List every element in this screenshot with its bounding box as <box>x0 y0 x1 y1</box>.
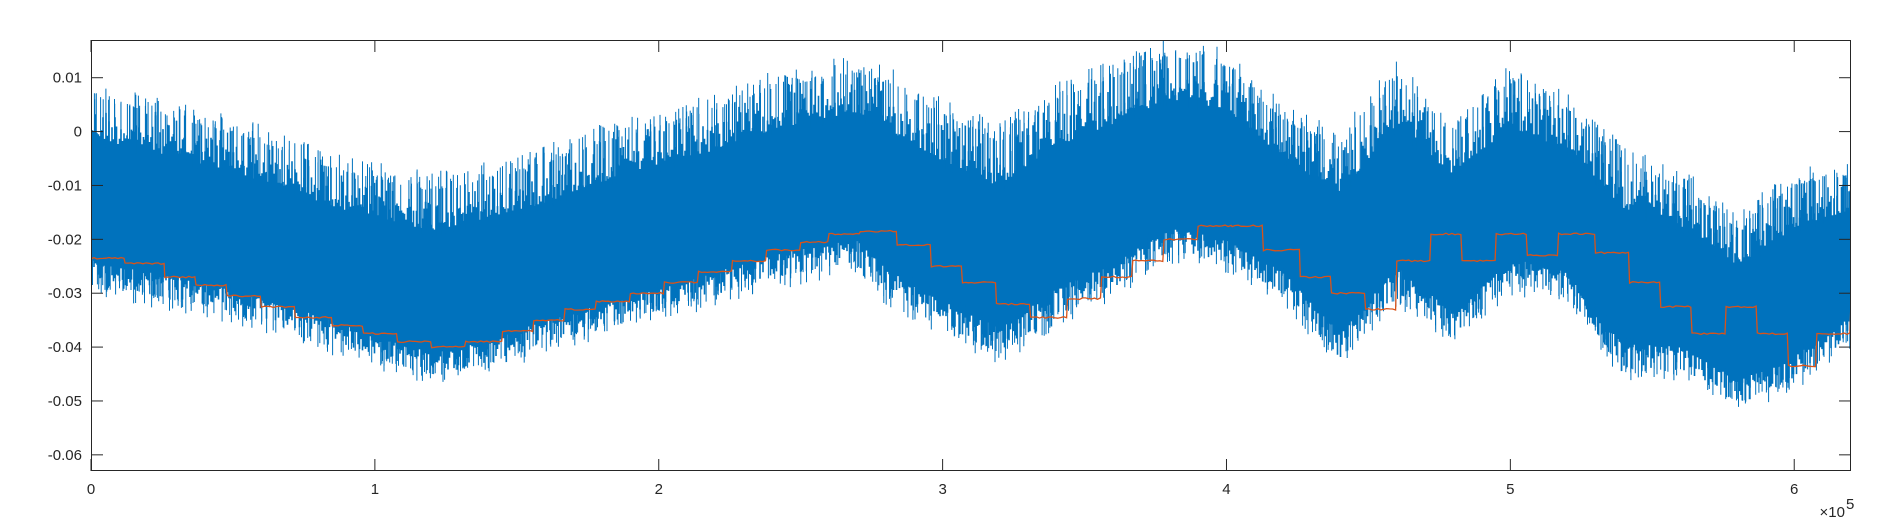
y-tick-label: -0.05 <box>48 393 82 410</box>
ticks-layer <box>90 40 1851 471</box>
x-tick-label: 0 <box>87 481 95 498</box>
series-1-lower-spikes <box>92 221 1851 407</box>
y-tick-label: -0.03 <box>48 285 82 302</box>
x-exponent-base: ×10 <box>1820 504 1845 521</box>
x-exponent-power: 5 <box>1846 496 1854 513</box>
x-tick-label: 6 <box>1790 481 1798 498</box>
y-tick-label: 0 <box>74 124 82 141</box>
x-tick-label: 4 <box>1222 481 1230 498</box>
series-1-upper-spikes <box>93 40 1851 272</box>
series-1-noise-band <box>91 62 1851 399</box>
y-tick-label: 0.01 <box>53 70 82 87</box>
labels-layer: 0 1 2 3 4 5 6 0.01 0 -0.01 -0.02 -0.03 -0.04 -0.05 -0.… <box>48 70 1855 521</box>
y-tick-label: -0.06 <box>48 447 82 464</box>
x-tick-label: 2 <box>655 481 663 498</box>
x-tick-label: 5 <box>1506 481 1514 498</box>
series-layer <box>91 40 1851 407</box>
y-tick-label: -0.04 <box>48 339 82 356</box>
x-tick-label: 1 <box>371 481 379 498</box>
axes-box <box>91 40 1851 471</box>
series-2-line <box>91 224 1851 368</box>
y-tick-label: -0.02 <box>48 231 82 248</box>
y-tick-label: -0.01 <box>48 177 82 194</box>
x-tick-label: 3 <box>938 481 946 498</box>
